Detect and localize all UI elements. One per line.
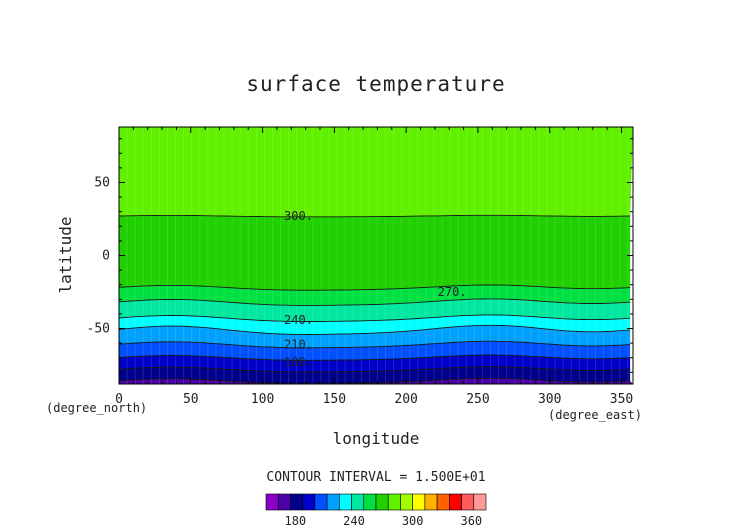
contour-line-240: [118, 324, 631, 335]
contour-lines: [118, 214, 631, 385]
colorbar-swatch: [436, 493, 450, 511]
x-tick-label: 250: [466, 392, 489, 407]
colorbar-swatch: [400, 493, 413, 511]
contour-line-255: [118, 314, 631, 322]
contour-label: 210.: [284, 338, 313, 352]
colorbar-tick-label: 360: [460, 514, 482, 528]
vertical-grid-lines: [118, 127, 629, 384]
band-9: [119, 127, 633, 217]
x-tick-label: 50: [183, 392, 199, 407]
x-tick-label: 150: [323, 392, 346, 407]
colorbar-swatch: [473, 493, 487, 511]
x-unit-label: (degree_east): [548, 408, 642, 422]
contour-label: 180.: [284, 355, 313, 369]
y-tick-label: 0: [102, 249, 110, 264]
band-8: [119, 215, 631, 291]
contour-line-195: [118, 366, 631, 373]
colorbar-swatch: [277, 493, 291, 511]
x-axis: 0 50 100 150 200 250 300 350: [115, 127, 633, 407]
colorbar-swatch: [302, 493, 316, 511]
colorbar-swatch: [339, 493, 352, 511]
contour-line-300: [118, 214, 631, 218]
contour-label: 270.: [438, 285, 467, 299]
x-tick-label: 350: [610, 392, 633, 407]
y-tick-label: -50: [87, 322, 110, 337]
color-bands: [119, 127, 633, 384]
band-0: [119, 378, 633, 384]
x-tick-label: 100: [251, 392, 274, 407]
colorbar-swatch: [290, 493, 303, 511]
band-7: [119, 284, 631, 306]
colorbar-swatch: [265, 493, 279, 511]
colorbar: 180 240 300 360: [265, 493, 487, 528]
x-axis-title: longitude: [333, 429, 420, 448]
band-4: [119, 325, 631, 348]
colorbar-swatch: [424, 493, 438, 511]
colorbar-swatch: [314, 493, 328, 511]
colorbar-tick-label: 180: [284, 514, 306, 528]
colorbar-tick-label: 240: [343, 514, 365, 528]
contour-line-210: [118, 354, 631, 361]
contour-line-180: [118, 377, 631, 385]
colorbar-swatch: [412, 493, 426, 511]
colorbar-swatch: [326, 493, 340, 511]
contour-label: 240.: [284, 313, 313, 327]
contour-interval-text: CONTOUR INTERVAL = 1.500E+01: [266, 470, 485, 485]
band-6: [119, 298, 631, 322]
chart-title: surface temperature: [246, 72, 505, 96]
colorbar-swatch: [351, 493, 365, 511]
y-unit-label: (degree_north): [46, 401, 147, 415]
x-tick-label: 300: [538, 392, 561, 407]
contour-labels: 300. 270. 240. 210. 180.: [284, 209, 467, 369]
colorbar-swatch: [449, 493, 462, 511]
y-axis: -50 0 50: [87, 138, 633, 373]
colorbar-swatch: [461, 493, 475, 511]
colorbar-swatch: [375, 493, 389, 511]
x-tick-label: 200: [394, 392, 417, 407]
contour-line-225: [118, 340, 631, 349]
band-2: [119, 355, 631, 372]
contour-line-285: [118, 284, 631, 291]
colorbar-swatch: [363, 493, 377, 511]
y-tick-label: 50: [94, 175, 110, 190]
contour-line-270: [118, 298, 631, 306]
colorbar-tick-label: 300: [402, 514, 424, 528]
contour-label: 300.: [284, 209, 313, 223]
y-axis-title: latitude: [56, 216, 75, 293]
colorbar-swatch: [387, 493, 401, 511]
plot-area: 300. 270. 240. 210. 180.: [118, 126, 634, 385]
x-tick-label: 0: [115, 392, 123, 407]
band-1: [119, 366, 631, 384]
